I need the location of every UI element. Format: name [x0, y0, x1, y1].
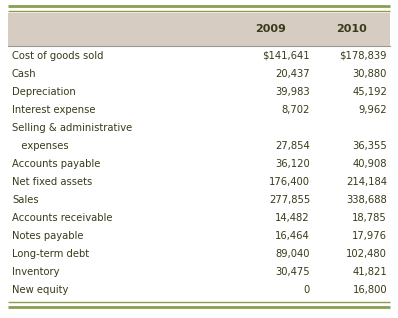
Text: Depreciation: Depreciation: [12, 87, 76, 97]
Text: Net fixed assets: Net fixed assets: [12, 177, 92, 187]
Text: expenses: expenses: [12, 141, 68, 151]
Text: 36,355: 36,355: [352, 141, 387, 151]
Text: Cash: Cash: [12, 69, 37, 79]
Text: 9,962: 9,962: [358, 105, 387, 115]
Text: 277,855: 277,855: [269, 195, 310, 205]
Text: 30,475: 30,475: [275, 267, 310, 277]
Text: 45,192: 45,192: [352, 87, 387, 97]
Text: 27,854: 27,854: [275, 141, 310, 151]
Text: 2009: 2009: [255, 24, 286, 34]
Text: 176,400: 176,400: [269, 177, 310, 187]
Text: Long-term debt: Long-term debt: [12, 249, 89, 259]
Text: 338,688: 338,688: [346, 195, 387, 205]
Text: 20,437: 20,437: [275, 69, 310, 79]
Text: 17,976: 17,976: [352, 231, 387, 241]
Text: $178,839: $178,839: [339, 51, 387, 61]
Bar: [8, 13, 390, 46]
Text: Inventory: Inventory: [12, 267, 59, 277]
Text: 102,480: 102,480: [346, 249, 387, 259]
Text: 0: 0: [304, 285, 310, 295]
Text: Notes payable: Notes payable: [12, 231, 84, 241]
Text: Sales: Sales: [12, 195, 39, 205]
Text: 30,880: 30,880: [353, 69, 387, 79]
Text: 214,184: 214,184: [346, 177, 387, 187]
Text: 16,464: 16,464: [275, 231, 310, 241]
Text: Cost of goods sold: Cost of goods sold: [12, 51, 103, 61]
Text: Accounts receivable: Accounts receivable: [12, 213, 113, 223]
Text: 16,800: 16,800: [352, 285, 387, 295]
Text: Interest expense: Interest expense: [12, 105, 96, 115]
Text: $141,641: $141,641: [262, 51, 310, 61]
Text: 39,983: 39,983: [275, 87, 310, 97]
Text: 36,120: 36,120: [275, 159, 310, 169]
Text: Accounts payable: Accounts payable: [12, 159, 100, 169]
Text: 18,785: 18,785: [352, 213, 387, 223]
Text: 89,040: 89,040: [275, 249, 310, 259]
Text: 41,821: 41,821: [352, 267, 387, 277]
Text: 8,702: 8,702: [282, 105, 310, 115]
Text: New equity: New equity: [12, 285, 68, 295]
Text: 2010: 2010: [336, 24, 367, 34]
Text: Selling & administrative: Selling & administrative: [12, 123, 132, 133]
Text: 40,908: 40,908: [353, 159, 387, 169]
Text: 14,482: 14,482: [275, 213, 310, 223]
